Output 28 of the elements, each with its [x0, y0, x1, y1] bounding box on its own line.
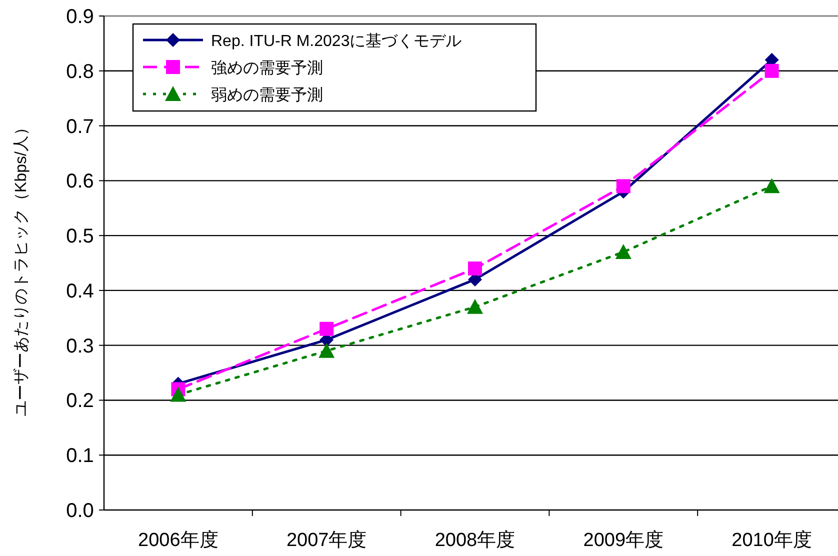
y-tick-label: 0.9	[66, 6, 94, 28]
point	[318, 342, 335, 358]
point	[615, 244, 632, 260]
y-tick-label: 0.2	[66, 390, 94, 412]
legend-label: Rep. ITU-R M.2023に基づくモデル	[211, 32, 462, 50]
x-tick-label: 2006年度	[138, 529, 218, 551]
point	[170, 386, 186, 402]
x-tick-label: 2010年度	[732, 529, 812, 551]
y-tick-label: 0.8	[66, 60, 94, 83]
y-tick-label: 0.0	[66, 500, 94, 522]
y-tick-label: 0.7	[66, 116, 94, 138]
x-tick-label: 2008年度	[434, 529, 516, 551]
y-tick-label: 0.1	[66, 445, 94, 468]
y-axis-title: ユーザーあたりのトラヒック（Kbps/人）	[13, 120, 30, 416]
x-tick-label: 2007年度	[286, 529, 367, 551]
legend-label: 弱めの需要予測	[211, 86, 323, 104]
point	[467, 298, 483, 314]
y-tick-label: 0.4	[66, 280, 94, 302]
point	[764, 64, 779, 78]
y-tick-label: 0.5	[66, 226, 94, 248]
legend-label: 強めの需要予測	[211, 59, 323, 77]
point	[468, 261, 482, 276]
y-tick-label: 0.6	[66, 170, 94, 193]
point	[764, 178, 780, 194]
point	[616, 179, 630, 194]
x-tick-label: 2009年度	[583, 529, 664, 551]
point	[320, 322, 334, 336]
y-tick-label: 0.3	[66, 335, 94, 358]
